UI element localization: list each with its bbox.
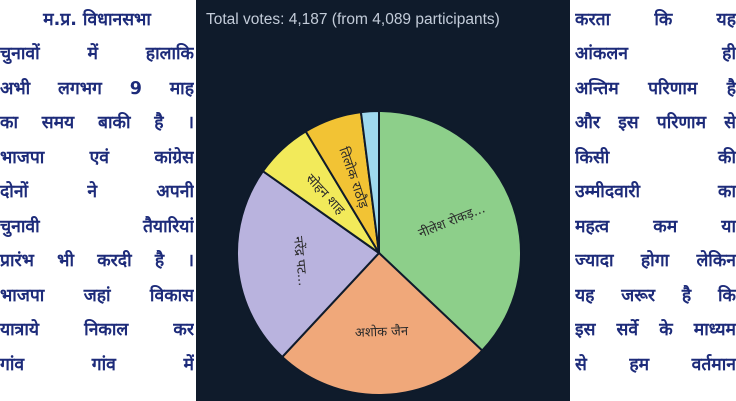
article-line: उम्मीदवारी का bbox=[575, 182, 736, 202]
article-line: किसी की bbox=[575, 148, 736, 168]
article-line: और इस परिणाम से bbox=[575, 113, 736, 133]
article-line: गांव गांव में bbox=[0, 355, 194, 375]
article-line: आंकलन ही bbox=[575, 44, 736, 64]
pie-slice-3 bbox=[235, 169, 381, 359]
pie-slice-label-3: नरेंद्र पट... bbox=[290, 236, 311, 287]
article-line: चुनावों में हालाकि bbox=[0, 44, 194, 64]
article-line: प्रारंभ भी करदी है । bbox=[0, 251, 194, 271]
article-line: इस सर्वे के माध्यम bbox=[575, 320, 736, 340]
pie-slice-2 bbox=[280, 251, 484, 396]
poll-vote-summary: Total votes: 4,187 (from 4,089 participa… bbox=[206, 11, 500, 28]
pie-slice-6 bbox=[359, 109, 380, 254]
pie-slice-label-2: अशोक जैन bbox=[355, 323, 409, 341]
article-line: करता कि यह bbox=[575, 10, 736, 30]
pie-slice-1 bbox=[378, 109, 522, 352]
article-line: यात्राये निकाल कर bbox=[0, 320, 194, 340]
poll-pie-chart: नीलेश रोकड़...अशोक जैननरेंद्र पट...सोहन … bbox=[235, 109, 522, 396]
article-line: का समय बाकी है । bbox=[0, 113, 194, 133]
article-line: यह जरूर है कि bbox=[575, 286, 736, 306]
article-line: से हम वर्तमान bbox=[575, 355, 736, 375]
article-line: ज्यादा होगा लेकिन bbox=[575, 251, 736, 271]
article-line: भाजपा एवं कांग्रेस bbox=[0, 148, 194, 168]
article-line: दोनों ने अपनी bbox=[0, 182, 194, 202]
article-line: महत्व कम या bbox=[575, 217, 736, 237]
article-line: अन्तिम परिणाम है bbox=[575, 79, 736, 99]
poll-results-panel: Total votes: 4,187 (from 4,089 participa… bbox=[196, 0, 570, 401]
article-line: चुनावी तैयारियां bbox=[0, 217, 194, 237]
article-line: भाजपा जहां विकास bbox=[0, 286, 194, 306]
article-right-column: करता कि यह आंकलन ही अन्तिम परिणाम है और … bbox=[575, 0, 736, 401]
article-left-column: म.प्र. विधानसभा चुनावों में हालाकि अभी ल… bbox=[0, 0, 194, 401]
article-line: अभी लगभग 9 माह bbox=[0, 79, 194, 99]
article-line: म.प्र. विधानसभा bbox=[43, 10, 151, 30]
